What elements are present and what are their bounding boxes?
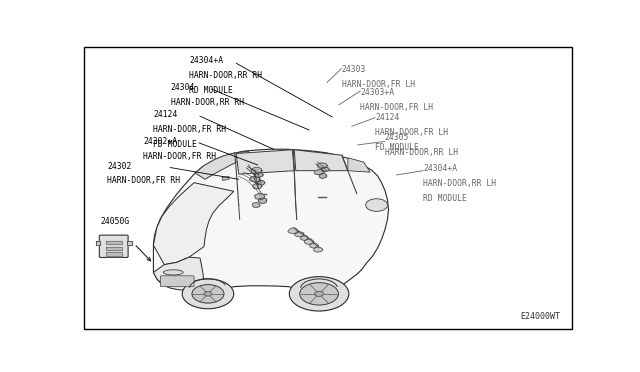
Circle shape xyxy=(192,285,224,303)
Text: HARN-DOOR,FR RH: HARN-DOOR,FR RH xyxy=(154,125,227,134)
Circle shape xyxy=(365,199,388,211)
Polygon shape xyxy=(154,149,388,294)
Text: HARN-DOOR,RR LH: HARN-DOOR,RR LH xyxy=(423,179,497,188)
Polygon shape xyxy=(106,247,122,250)
Circle shape xyxy=(204,292,212,296)
Circle shape xyxy=(315,291,324,296)
Polygon shape xyxy=(195,151,249,179)
Circle shape xyxy=(289,277,349,311)
Polygon shape xyxy=(252,203,260,208)
Text: RD MODULE: RD MODULE xyxy=(189,86,233,95)
Text: 24124: 24124 xyxy=(154,110,178,119)
Text: 24305: 24305 xyxy=(385,133,409,142)
Text: RD MODULE: RD MODULE xyxy=(423,194,467,203)
Polygon shape xyxy=(317,163,328,169)
Text: 24304+A: 24304+A xyxy=(423,164,458,173)
Polygon shape xyxy=(319,173,327,179)
Text: HARN-DOOR,FR RH: HARN-DOOR,FR RH xyxy=(108,176,180,185)
Text: HARN-DOOR,RR RH: HARN-DOOR,RR RH xyxy=(171,98,244,107)
Text: 24303: 24303 xyxy=(342,65,366,74)
Polygon shape xyxy=(236,150,294,174)
Polygon shape xyxy=(254,173,264,178)
Text: 24304: 24304 xyxy=(171,83,195,92)
Circle shape xyxy=(300,283,339,305)
Text: HARN-DOOR,FR LH: HARN-DOOR,FR LH xyxy=(360,103,433,112)
Polygon shape xyxy=(348,158,370,172)
Polygon shape xyxy=(127,241,132,245)
Text: 24303+A: 24303+A xyxy=(360,88,394,97)
Polygon shape xyxy=(294,231,304,237)
Polygon shape xyxy=(253,184,262,189)
FancyBboxPatch shape xyxy=(99,235,128,257)
Circle shape xyxy=(182,279,234,309)
Polygon shape xyxy=(106,241,122,244)
Polygon shape xyxy=(255,193,264,199)
Text: FD MODULE: FD MODULE xyxy=(154,140,197,149)
Polygon shape xyxy=(259,198,267,203)
Text: 24304+A: 24304+A xyxy=(189,56,223,65)
Polygon shape xyxy=(251,167,262,174)
Text: 24050G: 24050G xyxy=(101,217,130,226)
Polygon shape xyxy=(96,241,100,245)
Text: HARN-DOOR,RR RH: HARN-DOOR,RR RH xyxy=(189,71,262,80)
Polygon shape xyxy=(222,176,229,180)
Text: HARN-DOOR,FR LH: HARN-DOOR,FR LH xyxy=(375,128,448,137)
Text: 24124: 24124 xyxy=(375,113,399,122)
Text: E24000WT: E24000WT xyxy=(520,312,560,321)
Polygon shape xyxy=(257,180,265,185)
Polygon shape xyxy=(300,236,308,240)
Polygon shape xyxy=(106,252,122,256)
Polygon shape xyxy=(294,150,348,171)
Polygon shape xyxy=(288,228,298,234)
Polygon shape xyxy=(305,239,314,244)
Polygon shape xyxy=(321,167,330,172)
Polygon shape xyxy=(154,257,205,291)
Polygon shape xyxy=(250,176,260,182)
Text: FD MODULE: FD MODULE xyxy=(375,142,419,152)
Text: 24302: 24302 xyxy=(108,161,132,170)
Polygon shape xyxy=(310,244,319,248)
Polygon shape xyxy=(314,247,323,252)
Text: HARN-DOOR,FR LH: HARN-DOOR,FR LH xyxy=(342,80,415,89)
FancyBboxPatch shape xyxy=(161,276,194,287)
Polygon shape xyxy=(154,183,234,264)
Ellipse shape xyxy=(163,270,183,275)
Polygon shape xyxy=(314,170,324,174)
Text: 24302+A: 24302+A xyxy=(143,137,177,146)
Text: HARN-DOOR,FR RH: HARN-DOOR,FR RH xyxy=(143,152,216,161)
Text: HARN-DOOR,RR LH: HARN-DOOR,RR LH xyxy=(385,148,458,157)
